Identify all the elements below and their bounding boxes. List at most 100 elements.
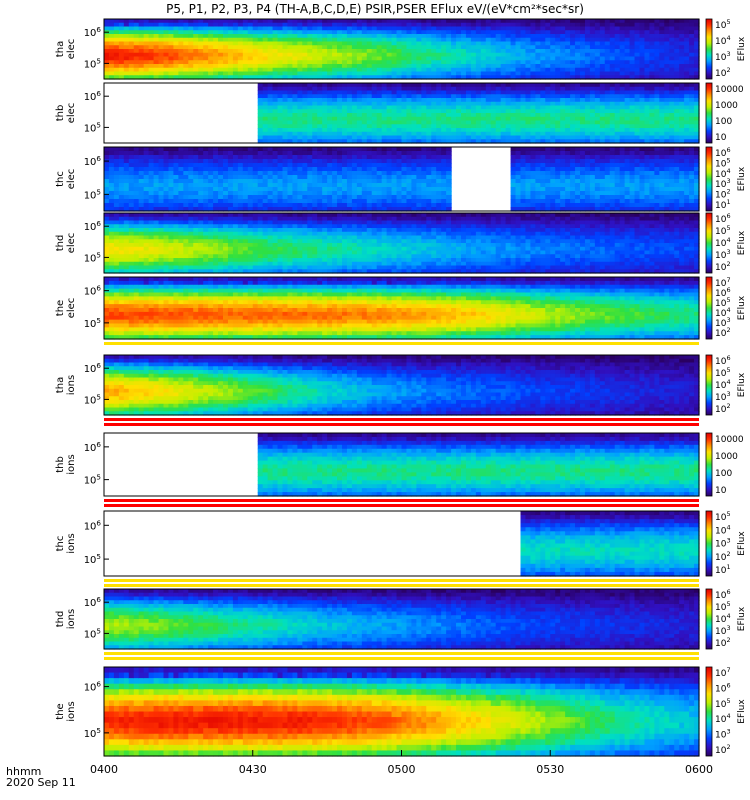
spectrogram-cell xyxy=(674,117,680,121)
spectrogram-cell xyxy=(402,19,408,23)
spectrogram-cell xyxy=(114,191,120,196)
spectrogram-cell xyxy=(501,38,507,42)
spectrogram-cell xyxy=(278,109,284,113)
spectrogram-cell xyxy=(436,203,442,208)
spectrogram-cell xyxy=(144,191,150,196)
spectrogram-cell xyxy=(511,60,517,64)
spectrogram-cell xyxy=(307,102,313,106)
spectrogram-cell xyxy=(521,167,527,172)
spectrogram-cell xyxy=(654,83,660,87)
spectrogram-cell xyxy=(292,68,298,72)
spectrogram-cell xyxy=(635,179,641,184)
spectrogram-cell xyxy=(471,23,477,27)
spectrogram-cell xyxy=(441,57,447,61)
spectrogram-cell xyxy=(362,109,368,113)
spectrogram-cell xyxy=(491,72,497,76)
spectrogram-cell xyxy=(620,57,626,61)
spectrogram-cell xyxy=(213,179,219,184)
spectrogram-cell xyxy=(421,68,427,72)
spectrogram-cell xyxy=(154,60,160,64)
spectrogram-cell xyxy=(506,68,512,72)
spectrogram-cell xyxy=(283,53,289,57)
spectrogram-cell xyxy=(461,94,467,98)
spectrogram-cell xyxy=(258,171,264,176)
spectrogram-cells xyxy=(104,19,700,80)
spectrogram-cell xyxy=(659,128,665,132)
spectrogram-cell xyxy=(630,179,636,184)
spectrogram-cell xyxy=(124,23,130,27)
spectrogram-cell xyxy=(620,38,626,42)
spectrogram-cell xyxy=(292,155,298,160)
spectrogram-cell xyxy=(471,38,477,42)
spectrogram-cell xyxy=(654,57,660,61)
spectrogram-cell xyxy=(387,183,393,188)
spectrogram-cell xyxy=(550,128,556,132)
spectrogram-cell xyxy=(377,183,383,188)
spectrogram-cell xyxy=(208,155,214,160)
spectrogram-cell xyxy=(580,23,586,27)
spectrogram-cell xyxy=(213,159,219,164)
spectrogram-cell xyxy=(565,191,571,196)
spectrogram-cell xyxy=(416,199,422,204)
spectrogram-cell xyxy=(446,49,452,53)
spectrogram-cell xyxy=(357,98,363,102)
spectrogram-cell xyxy=(585,98,591,102)
spectrogram-cell xyxy=(139,187,145,192)
spectrogram-cell xyxy=(540,113,546,117)
spectrogram-cell xyxy=(104,163,110,168)
spectrogram-cell xyxy=(287,87,293,91)
spectrogram-cell xyxy=(635,38,641,42)
spectrogram-cell xyxy=(625,155,631,160)
spectrogram-cell xyxy=(198,151,204,156)
spectrogram-cell xyxy=(451,30,457,34)
spectrogram-cell xyxy=(620,113,626,117)
spectrogram-cell xyxy=(441,94,447,98)
spectrogram-cell xyxy=(297,87,303,91)
spectrogram-cell xyxy=(644,106,650,110)
spectrogram-cell xyxy=(134,203,140,208)
spectrogram-cell xyxy=(104,42,110,46)
spectrogram-cell xyxy=(600,151,606,156)
spectrogram-cell xyxy=(426,72,432,76)
spectrogram-cell xyxy=(496,34,502,38)
spectrogram-cell xyxy=(585,64,591,68)
spectrogram-cell xyxy=(600,179,606,184)
spectrogram-cell xyxy=(506,60,512,64)
spectrogram-cell xyxy=(644,155,650,160)
spectrogram-cell xyxy=(411,60,417,64)
spectrogram-cell xyxy=(119,191,125,196)
spectrogram-cell xyxy=(243,19,249,23)
spectrogram-cell xyxy=(625,42,631,46)
spectrogram-cell xyxy=(575,23,581,27)
spectrogram-cell xyxy=(476,117,482,121)
spectrogram-cell xyxy=(501,57,507,61)
spectrogram-cell xyxy=(144,30,150,34)
spectrogram-cell xyxy=(238,199,244,204)
spectrogram-cell xyxy=(213,175,219,180)
spectrogram-cell xyxy=(387,94,393,98)
spectrogram-cell xyxy=(362,91,368,95)
spectrogram-cell xyxy=(387,42,393,46)
spectrogram-cell xyxy=(292,147,298,152)
spectrogram-cell xyxy=(461,136,467,140)
spectrogram-cell xyxy=(540,53,546,57)
spectrogram-cell xyxy=(154,42,160,46)
spectrogram-cell xyxy=(446,128,452,132)
spectrogram-cell xyxy=(283,45,289,49)
spectrogram-cell xyxy=(223,183,229,188)
spectrogram-cell xyxy=(114,45,120,49)
spectrogram-cell xyxy=(352,38,358,42)
spectrogram-cell xyxy=(243,175,249,180)
colorbar-tick-label: 105 xyxy=(715,18,731,31)
spectrogram-cell xyxy=(684,109,690,113)
spectrogram-cell xyxy=(198,53,204,57)
spectrogram-cell xyxy=(635,57,641,61)
spectrogram-cell xyxy=(278,128,284,132)
spectrogram-cell xyxy=(511,34,517,38)
spectrogram-cell xyxy=(600,106,606,110)
spectrogram-cell xyxy=(129,38,135,42)
spectrogram-cell xyxy=(193,72,199,76)
spectrogram-cell xyxy=(297,128,303,132)
spectrogram-cell xyxy=(387,19,393,23)
spectrogram-cell xyxy=(644,91,650,95)
